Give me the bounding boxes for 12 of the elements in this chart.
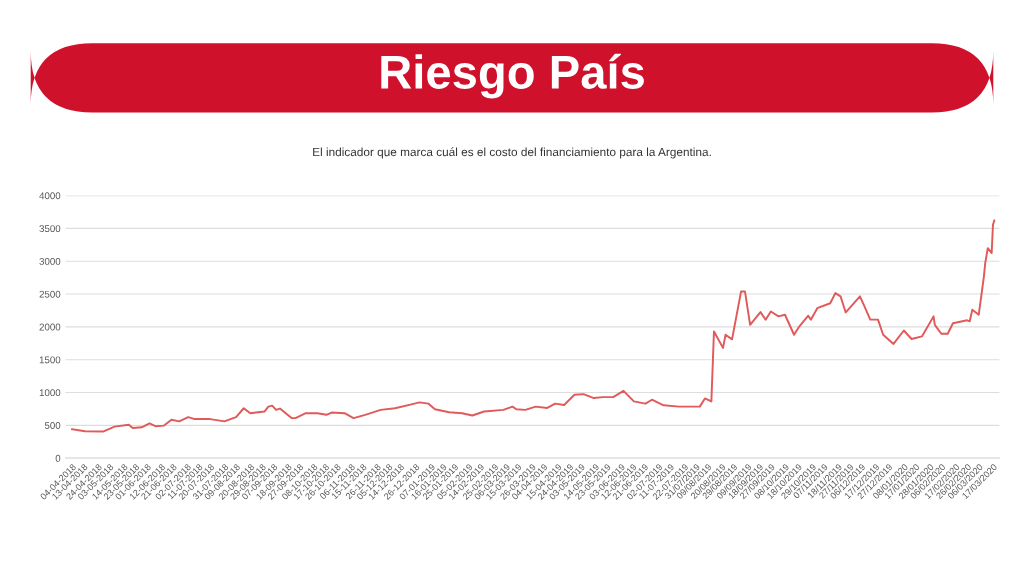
y-tick-label: 0 bbox=[55, 454, 61, 462]
y-tick-label: 3000 bbox=[39, 257, 61, 265]
y-tick-label: 2000 bbox=[39, 323, 61, 331]
y-tick-label: 2500 bbox=[39, 290, 61, 298]
chart-title: Riesgo País bbox=[381, 53, 644, 99]
y-tick-label: 1500 bbox=[39, 356, 61, 364]
line-series bbox=[71, 219, 996, 433]
y-tick-label: 3500 bbox=[39, 225, 61, 233]
y-tick-label: 500 bbox=[44, 422, 61, 429]
y-tick-label: 1000 bbox=[39, 389, 61, 397]
chart-subtitle: El indicador que marca cuál es el costo del financiamiento para la Argentina. bbox=[313, 147, 711, 159]
y-tick-label: 4000 bbox=[39, 192, 61, 200]
